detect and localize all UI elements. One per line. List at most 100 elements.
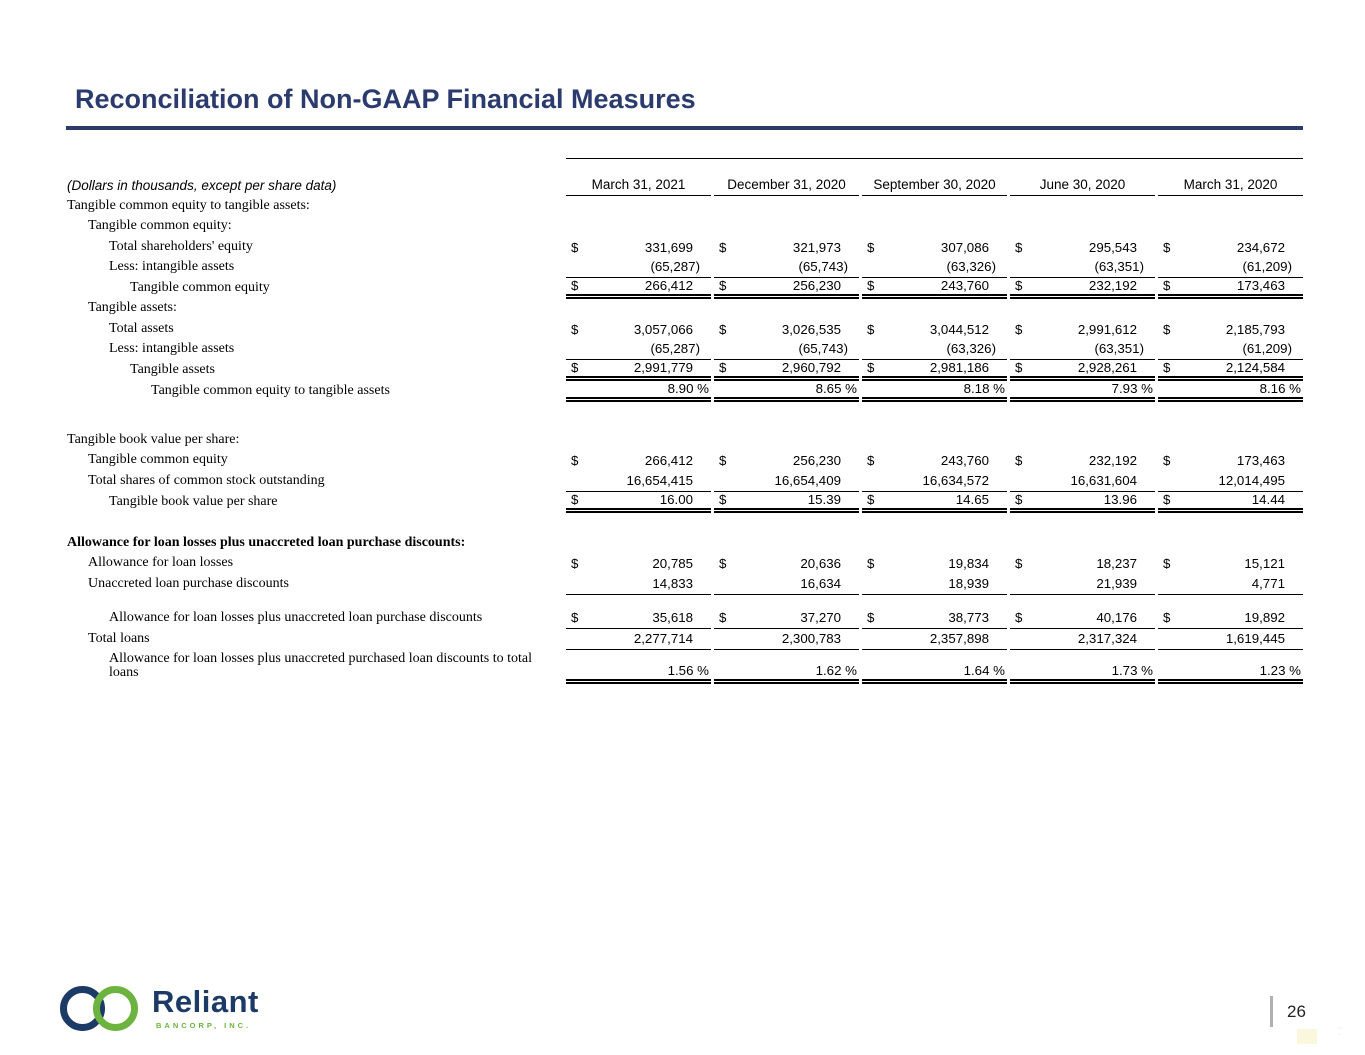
value-cell: $38,773 [862, 609, 1007, 629]
value-cell: $20,636 [714, 554, 859, 575]
number-value: 2,300,783 [781, 630, 841, 646]
table-row: Total shares of common stock outstanding… [66, 471, 1303, 492]
percent-value: 8.16 % [1259, 380, 1301, 396]
value-cell: $3,026,535 [714, 319, 859, 340]
dollar-sign: $ [571, 491, 579, 507]
percent-value: 1.73 % [1111, 662, 1153, 678]
row-label: Tangible book value per share: [67, 431, 240, 447]
table-row: Tangible common equity $266,412 $256,230 $2… [66, 451, 1303, 472]
number-value: 13.96 [1103, 491, 1137, 507]
value-cell: 14,833 [566, 574, 711, 595]
value-cell: $15,121 [1158, 554, 1303, 575]
value-cell: 16,634,572 [862, 471, 1007, 492]
dollar-sign: $ [719, 278, 727, 293]
value-cell: $37,270 [714, 609, 859, 629]
dollar-sign: $ [1163, 610, 1171, 625]
table-top-rule [566, 158, 1303, 159]
number-value: 266,412 [644, 278, 693, 293]
value-cell: (65,743) [714, 340, 859, 360]
dollar-sign: $ [867, 278, 875, 293]
dollar-sign: $ [867, 610, 875, 625]
dollar-sign: $ [571, 453, 579, 468]
table-row: Total loans 2,277,714 2,300,783 2,357,898 2,… [66, 629, 1303, 650]
value-cell: 4,771 [1158, 574, 1303, 595]
value-cell: $266,412 [566, 278, 711, 299]
value-cell: (61,209) [1158, 258, 1303, 278]
number-value: (63,351) [1094, 341, 1144, 356]
value-cell: $243,760 [862, 451, 1007, 472]
value-cell: 8.90 % [566, 381, 711, 402]
financial-table: (Dollars in thousands, except per share … [66, 158, 1303, 684]
row-label: Total shares of common stock outstanding [88, 472, 325, 488]
dollar-sign: $ [719, 453, 727, 468]
spacer-row [66, 512, 1303, 533]
dollar-sign: $ [867, 239, 875, 255]
percent-value: 8.90 % [667, 380, 709, 396]
value-cell: $13.96 [1010, 492, 1155, 513]
percent-value: 1.56 % [667, 662, 709, 678]
number-value: 14.44 [1251, 491, 1285, 507]
page-title: Reconciliation of Non-GAAP Financial Mea… [75, 84, 696, 114]
row-label: Tangible common equity: [88, 218, 232, 233]
number-value: (65,287) [650, 341, 700, 356]
spacer-row [66, 401, 1303, 430]
number-value: 173,463 [1236, 453, 1285, 468]
number-value: 16,631,604 [1070, 472, 1137, 488]
value-cell: $321,973 [714, 237, 859, 258]
table-row: Unaccreted loan purchase discounts 14,833… [66, 574, 1303, 595]
row-label: Tangible common equity [88, 452, 228, 467]
title-underline-rule [66, 126, 1303, 130]
table-header-row: (Dollars in thousands, except per share … [66, 158, 1303, 196]
number-value: 3,044,512 [929, 321, 989, 337]
value-cell: $2,185,793 [1158, 319, 1303, 340]
row-label: Total loans [88, 630, 150, 646]
value-cell: $256,230 [714, 278, 859, 299]
value-cell: $2,928,261 [1010, 360, 1155, 381]
value-cell: 1.62 % [714, 650, 859, 684]
number-value: 2,981,186 [929, 360, 989, 375]
number-value: (63,326) [946, 259, 996, 274]
number-value: (61,209) [1242, 341, 1292, 356]
table-row: Tangible common equity to tangible asset… [66, 381, 1303, 402]
row-label: Tangible common equity to tangible asset… [151, 382, 390, 398]
brand-name: Reliant [152, 984, 259, 1019]
number-value: 16,634 [800, 575, 841, 591]
dollar-sign: $ [571, 278, 579, 293]
number-value: 19,834 [948, 556, 989, 571]
value-cell: $2,981,186 [862, 360, 1007, 381]
number-value: 20,785 [652, 556, 693, 571]
value-cell: $232,192 [1010, 278, 1155, 299]
value-cell: $266,412 [566, 451, 711, 472]
value-cell: 1.23 % [1158, 650, 1303, 684]
number-value: 19,892 [1244, 610, 1285, 625]
number-value: 2,991,779 [633, 360, 693, 375]
value-cell: 2,300,783 [714, 629, 859, 650]
value-cell: $3,044,512 [862, 319, 1007, 340]
value-cell: 8.16 % [1158, 381, 1303, 402]
corner-artifact [1297, 1029, 1317, 1044]
number-value: 18,237 [1096, 556, 1137, 571]
number-value: 2,928,261 [1077, 360, 1137, 375]
column-header-1: December 31, 2020 [714, 158, 859, 196]
value-cell: $2,991,612 [1010, 319, 1155, 340]
brand-subtitle: BANCORP, INC. [156, 1021, 252, 1030]
table-row: Total assets $3,057,066 $3,026,535 $3,044,5… [66, 319, 1303, 340]
dollar-sign: $ [719, 239, 727, 255]
number-value: 232,192 [1088, 278, 1137, 293]
value-cell: 1.73 % [1010, 650, 1155, 684]
number-value: 173,463 [1236, 278, 1285, 293]
number-value: 2,124,584 [1225, 360, 1285, 375]
dollar-sign: $ [1015, 556, 1023, 571]
value-cell: 16,654,409 [714, 471, 859, 492]
value-cell: 1.64 % [862, 650, 1007, 684]
table-row: Tangible common equity: [66, 217, 1303, 238]
dollar-sign: $ [867, 556, 875, 571]
percent-value: 1.23 % [1259, 662, 1301, 678]
value-cell: $243,760 [862, 278, 1007, 299]
table-row: Tangible assets: [66, 299, 1303, 320]
logo-ring-green-icon [93, 986, 138, 1031]
number-value: 2,357,898 [929, 630, 989, 646]
dollar-sign: $ [571, 239, 579, 255]
number-value: 2,277,714 [633, 630, 693, 646]
